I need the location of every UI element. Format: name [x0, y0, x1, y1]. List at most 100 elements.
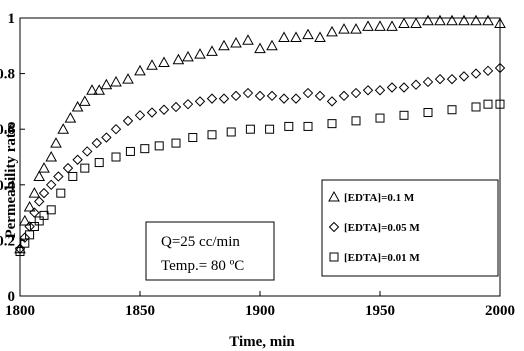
triangle-point [314, 31, 326, 42]
triangle-point [28, 187, 41, 198]
square-point [29, 222, 39, 231]
legend-marker-diamond [328, 221, 340, 233]
diamond-point [101, 132, 112, 143]
diamond-point [398, 82, 410, 93]
triangle-point [18, 214, 31, 226]
diamond-point [33, 196, 45, 207]
diamond-point [386, 82, 398, 93]
square-point [20, 238, 30, 248]
annotation-line-1: Q=25 cc/min [161, 234, 240, 250]
triangle-point [230, 36, 242, 48]
triangle-point [134, 64, 146, 76]
series-square [15, 99, 505, 257]
triangle-point [362, 20, 374, 31]
y-tick-label: 1 [8, 11, 16, 27]
triangle-point [374, 20, 386, 31]
diamond-point [290, 93, 302, 104]
triangle-point [350, 23, 362, 34]
triangle-point [398, 17, 410, 29]
series-diamond [14, 62, 506, 254]
annotation: Q=25 cc/min Temp.= 80 ºC [145, 221, 275, 281]
triangle-point [100, 78, 113, 90]
diamond-point [53, 171, 64, 182]
square-point [351, 116, 361, 126]
square-point [56, 188, 66, 198]
legend-label: [EDTA]=0.01 M [344, 252, 420, 264]
x-tick-label: 2000 [485, 303, 515, 319]
diamond-point [470, 68, 482, 79]
triangle-point [172, 53, 185, 65]
triangle-point [45, 150, 58, 162]
square-point [447, 105, 457, 115]
square-point [399, 110, 409, 120]
triangle-point [50, 137, 62, 148]
diamond-point [91, 137, 103, 149]
x-tick-label: 1900 [245, 303, 275, 319]
square-point [154, 141, 164, 151]
diamond-point [446, 73, 458, 85]
diamond-point [434, 73, 446, 85]
diamond-point [206, 93, 218, 104]
triangle-point [182, 50, 194, 62]
triangle-point [33, 170, 46, 181]
triangle-point [93, 84, 106, 95]
series-triangle [14, 14, 506, 254]
annotation-box [145, 221, 275, 281]
square-point [207, 130, 217, 140]
square-point [15, 247, 25, 257]
legend-label: [EDTA]=0.1 M [344, 192, 415, 204]
diamond-point [254, 90, 266, 102]
triangle-point [470, 14, 482, 26]
triangle-point [110, 75, 122, 87]
triangle-point [23, 201, 36, 212]
triangle-point [338, 23, 350, 34]
diamond-point [182, 98, 194, 110]
y-tick-label: 0.6 [0, 122, 16, 138]
square-point [226, 127, 236, 137]
triangle-point [386, 20, 398, 31]
triangle-point [290, 31, 302, 42]
square-point [327, 119, 337, 129]
diamond-point [146, 107, 158, 118]
triangle-point [146, 59, 158, 70]
square-point [34, 216, 44, 226]
y-tick-label: 0.8 [0, 67, 15, 83]
y-tick-label: 0.2 [0, 233, 15, 249]
square-point [495, 99, 505, 109]
diamond-point [266, 90, 278, 102]
triangle-point [302, 28, 314, 40]
square-point [471, 102, 481, 112]
diamond-point [134, 110, 146, 121]
diamond-point [38, 187, 50, 199]
diamond-point [194, 96, 206, 107]
y-axis: 0 0.2 0.4 0.6 0.8 1 [0, 11, 25, 305]
triangle-point [410, 17, 422, 29]
x-axis-title: Time, min [229, 334, 295, 350]
diamond-point [29, 207, 40, 218]
triangle-point [78, 95, 91, 106]
triangle-point [446, 14, 458, 26]
legend-marker-square [329, 252, 339, 262]
x-tick-label: 1950 [365, 303, 395, 319]
square-point [303, 121, 313, 131]
triangle-point [206, 45, 218, 56]
diamond-point [110, 123, 122, 135]
triangle-point [326, 25, 338, 37]
x-axis: 1800 1850 1900 1950 2000 [5, 291, 515, 319]
square-point [171, 138, 181, 148]
triangle-point [158, 56, 170, 67]
diamond-point [230, 90, 242, 102]
triangle-point [242, 34, 254, 45]
diamond-point [302, 87, 314, 99]
diamond-point [19, 232, 31, 243]
square-point [483, 99, 493, 109]
diamond-point [326, 96, 338, 107]
triangle-point [266, 39, 278, 51]
diamond-point [122, 115, 134, 127]
diamond-point [494, 62, 506, 74]
square-point [140, 144, 150, 154]
square-point [68, 171, 78, 181]
square-point [25, 230, 35, 240]
square-point [245, 124, 255, 134]
